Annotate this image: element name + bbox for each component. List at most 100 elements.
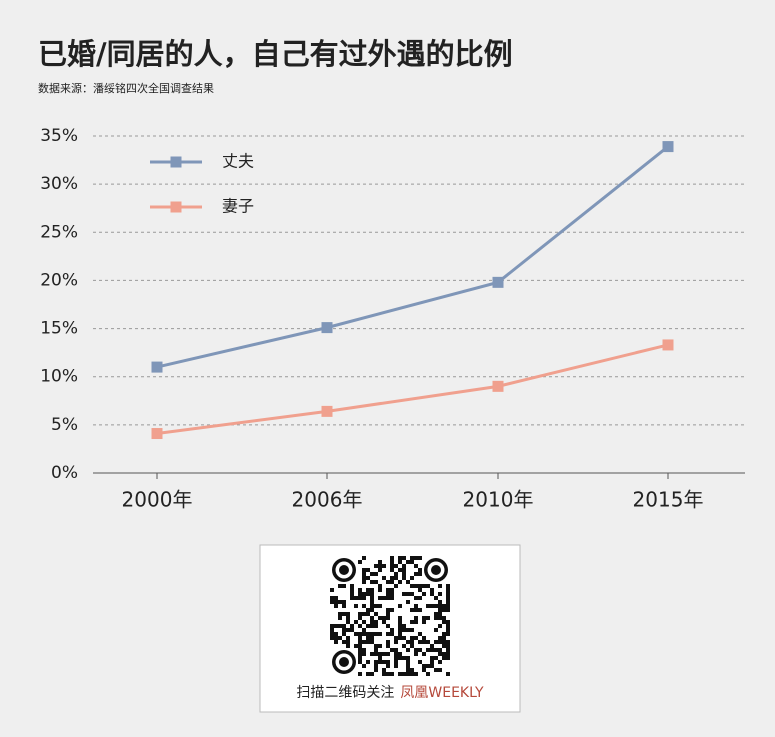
qr-module	[358, 612, 362, 616]
qr-module	[358, 592, 362, 596]
qr-module	[346, 644, 350, 648]
qr-module	[410, 592, 414, 596]
qr-module	[370, 604, 374, 608]
qr-module	[418, 648, 422, 652]
qr-module	[434, 616, 438, 620]
qr-module	[386, 652, 390, 656]
qr-module	[334, 632, 338, 636]
qr-module	[358, 596, 362, 600]
qr-module	[374, 664, 378, 668]
qr-module	[402, 636, 406, 640]
qr-module	[366, 672, 370, 676]
qr-module	[342, 600, 346, 604]
qr-module	[382, 652, 386, 656]
qr-caption: 扫描二维码关注 凤凰WEEKLY	[296, 685, 484, 701]
qr-module	[414, 556, 418, 560]
y-tick-label: 35%	[40, 126, 78, 146]
qr-module	[374, 632, 378, 636]
qr-module	[354, 604, 358, 608]
y-tick-label: 0%	[51, 463, 78, 483]
qr-module	[378, 604, 382, 608]
qr-module	[418, 640, 422, 644]
qr-module	[406, 560, 410, 564]
qr-module	[370, 572, 374, 576]
qr-module	[426, 640, 430, 644]
qr-module	[426, 584, 430, 588]
qr-module	[406, 580, 410, 584]
qr-module	[410, 560, 414, 564]
qr-module	[390, 608, 394, 612]
qr-module	[358, 660, 362, 664]
qr-module	[446, 588, 450, 592]
qr-module	[438, 668, 442, 672]
marker	[492, 380, 504, 392]
qr-module	[398, 632, 402, 636]
qr-module	[330, 636, 334, 640]
qr-module	[346, 636, 350, 640]
qr-module	[402, 592, 406, 596]
qr-module	[410, 668, 414, 672]
qr-module	[382, 672, 386, 676]
qr-module	[362, 652, 366, 656]
qr-module	[386, 580, 390, 584]
qr-module	[374, 580, 378, 584]
legend-label: 妻子	[222, 197, 254, 216]
qr-module	[398, 672, 402, 676]
qr-module	[338, 612, 342, 616]
qr-module	[350, 628, 354, 632]
qr-module	[378, 560, 382, 564]
x-tick-label: 2006年	[292, 488, 363, 512]
y-tick-label: 30%	[40, 174, 78, 194]
qr-module	[358, 644, 362, 648]
qr-module	[362, 576, 366, 580]
qr-module	[410, 672, 414, 676]
qr-module	[386, 660, 390, 664]
qr-module	[414, 584, 418, 588]
qr-module	[394, 572, 398, 576]
qr-module	[386, 608, 390, 612]
qr-module	[446, 652, 450, 656]
qr-module	[410, 584, 414, 588]
qr-module	[374, 660, 378, 664]
qr-module	[386, 616, 390, 620]
qr-module	[422, 664, 426, 668]
qr-module	[390, 568, 394, 572]
qr-module	[426, 616, 430, 620]
qr-module	[386, 664, 390, 668]
legend-marker	[170, 201, 182, 213]
qr-module	[394, 640, 398, 644]
qr-module	[358, 636, 362, 640]
qr-module	[446, 640, 450, 644]
qr-module	[418, 608, 422, 612]
qr-module	[410, 620, 414, 624]
qr-module	[418, 568, 422, 572]
qr-module	[414, 652, 418, 656]
qr-module	[382, 668, 386, 672]
qr-module	[394, 664, 398, 668]
qr-module	[418, 572, 422, 576]
qr-module	[342, 632, 346, 636]
y-tick-label: 10%	[40, 367, 78, 387]
qr-module	[382, 596, 386, 600]
qr-module	[434, 668, 438, 672]
qr-module	[410, 644, 414, 648]
qr-module	[394, 636, 398, 640]
qr-module	[334, 636, 338, 640]
x-tick-label: 2015年	[633, 488, 704, 512]
qr-module	[366, 612, 370, 616]
legend-marker	[170, 156, 182, 168]
qr-module	[426, 648, 430, 652]
qr-module	[414, 636, 418, 640]
qr-module	[362, 592, 366, 596]
qr-code	[330, 556, 450, 676]
qr-module	[366, 592, 370, 596]
qr-module	[410, 640, 414, 644]
qr-module	[398, 656, 402, 660]
qr-module	[358, 616, 362, 620]
y-tick-label: 15%	[40, 319, 78, 339]
qr-module	[358, 560, 362, 564]
qr-module	[390, 588, 394, 592]
qr-module	[390, 672, 394, 676]
qr-module	[418, 556, 422, 560]
qr-module	[346, 628, 350, 632]
